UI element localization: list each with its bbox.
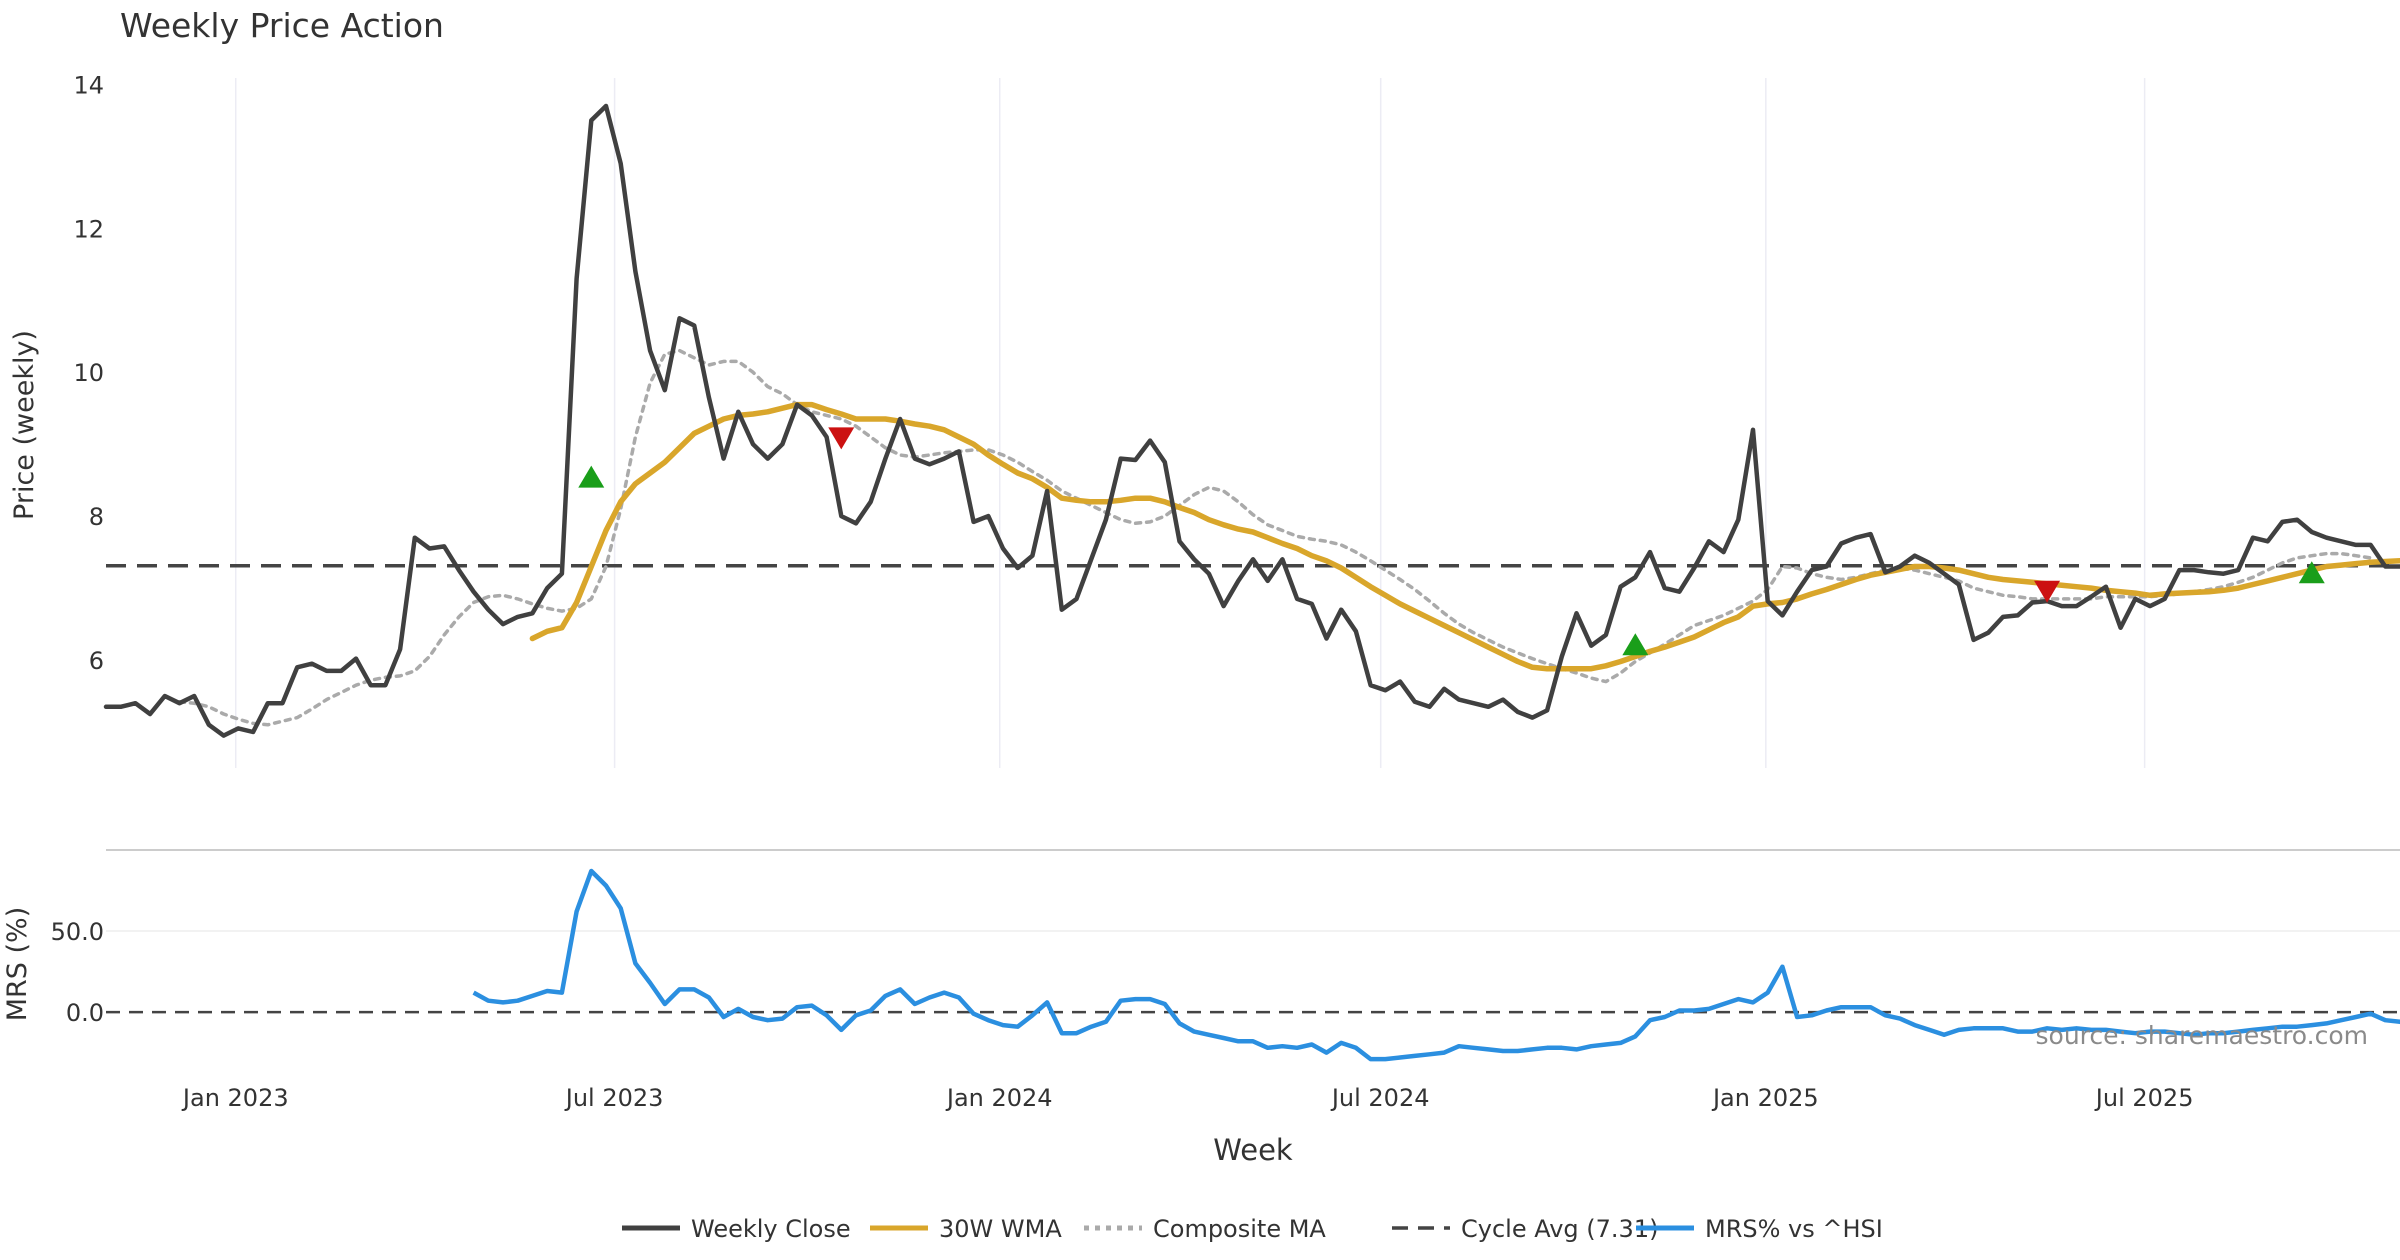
price-y-tick-label: 6 bbox=[89, 647, 104, 675]
price-y-tick-label: 14 bbox=[73, 71, 104, 99]
mrs-axis-label: MRS (%) bbox=[2, 907, 33, 1022]
series-layer bbox=[103, 103, 2400, 1062]
legend-label-cycle: Cycle Avg (7.31) bbox=[1461, 1215, 1658, 1243]
mrs-y-tick-label: 50.0 bbox=[51, 918, 104, 946]
series-line-mrs bbox=[472, 868, 2400, 1062]
sell-signal-marker bbox=[828, 427, 855, 450]
price-y-tick-label: 12 bbox=[73, 215, 104, 243]
legend-label-close: Weekly Close bbox=[691, 1215, 851, 1243]
series-line-close bbox=[103, 103, 2400, 738]
x-tick-label: Jan 2023 bbox=[181, 1084, 289, 1112]
price-grid bbox=[235, 78, 2146, 768]
legend-label-wma: 30W WMA bbox=[939, 1215, 1062, 1243]
x-tick-label: Jan 2025 bbox=[1711, 1084, 1819, 1112]
buy-signal-marker bbox=[578, 465, 605, 488]
price-y-tick-label: 10 bbox=[73, 359, 104, 387]
x-tick-label: Jul 2024 bbox=[1330, 1084, 1430, 1112]
source-label: source: sharemaestro.com bbox=[2036, 1021, 2369, 1050]
series-line-wma bbox=[529, 401, 2400, 672]
x-ticks: Jan 2023 Jul 2023 Jan 2024 Jul 2024 Jan 2025… bbox=[181, 1084, 2194, 1112]
x-tick-label: Jul 2023 bbox=[564, 1084, 664, 1112]
price-y-ticks: 6 8 10 12 14 bbox=[73, 71, 104, 675]
buy-signal-marker bbox=[1622, 633, 1649, 656]
x-axis-label: Week bbox=[1213, 1133, 1293, 1167]
legend-label-mrs: MRS% vs ^HSI bbox=[1705, 1215, 1883, 1243]
sell-signal-marker bbox=[2034, 580, 2061, 603]
price-axis-label: Price (weekly) bbox=[9, 330, 40, 520]
legend-label-composite: Composite MA bbox=[1153, 1215, 1326, 1243]
chart-title: Weekly Price Action bbox=[120, 6, 444, 45]
x-tick-label: Jul 2025 bbox=[2094, 1084, 2194, 1112]
legend: Weekly Close 30W WMA Composite MA Cycle Avg… bbox=[622, 1215, 1883, 1243]
x-tick-label: Jan 2024 bbox=[945, 1084, 1053, 1112]
mrs-y-tick-label: 0.0 bbox=[66, 999, 104, 1027]
buy-signal-marker bbox=[2298, 561, 2325, 584]
mrs-y-ticks: 0.0 50.0 bbox=[51, 918, 104, 1027]
signal-layer bbox=[578, 427, 2325, 656]
price-y-tick-label: 8 bbox=[89, 503, 104, 531]
